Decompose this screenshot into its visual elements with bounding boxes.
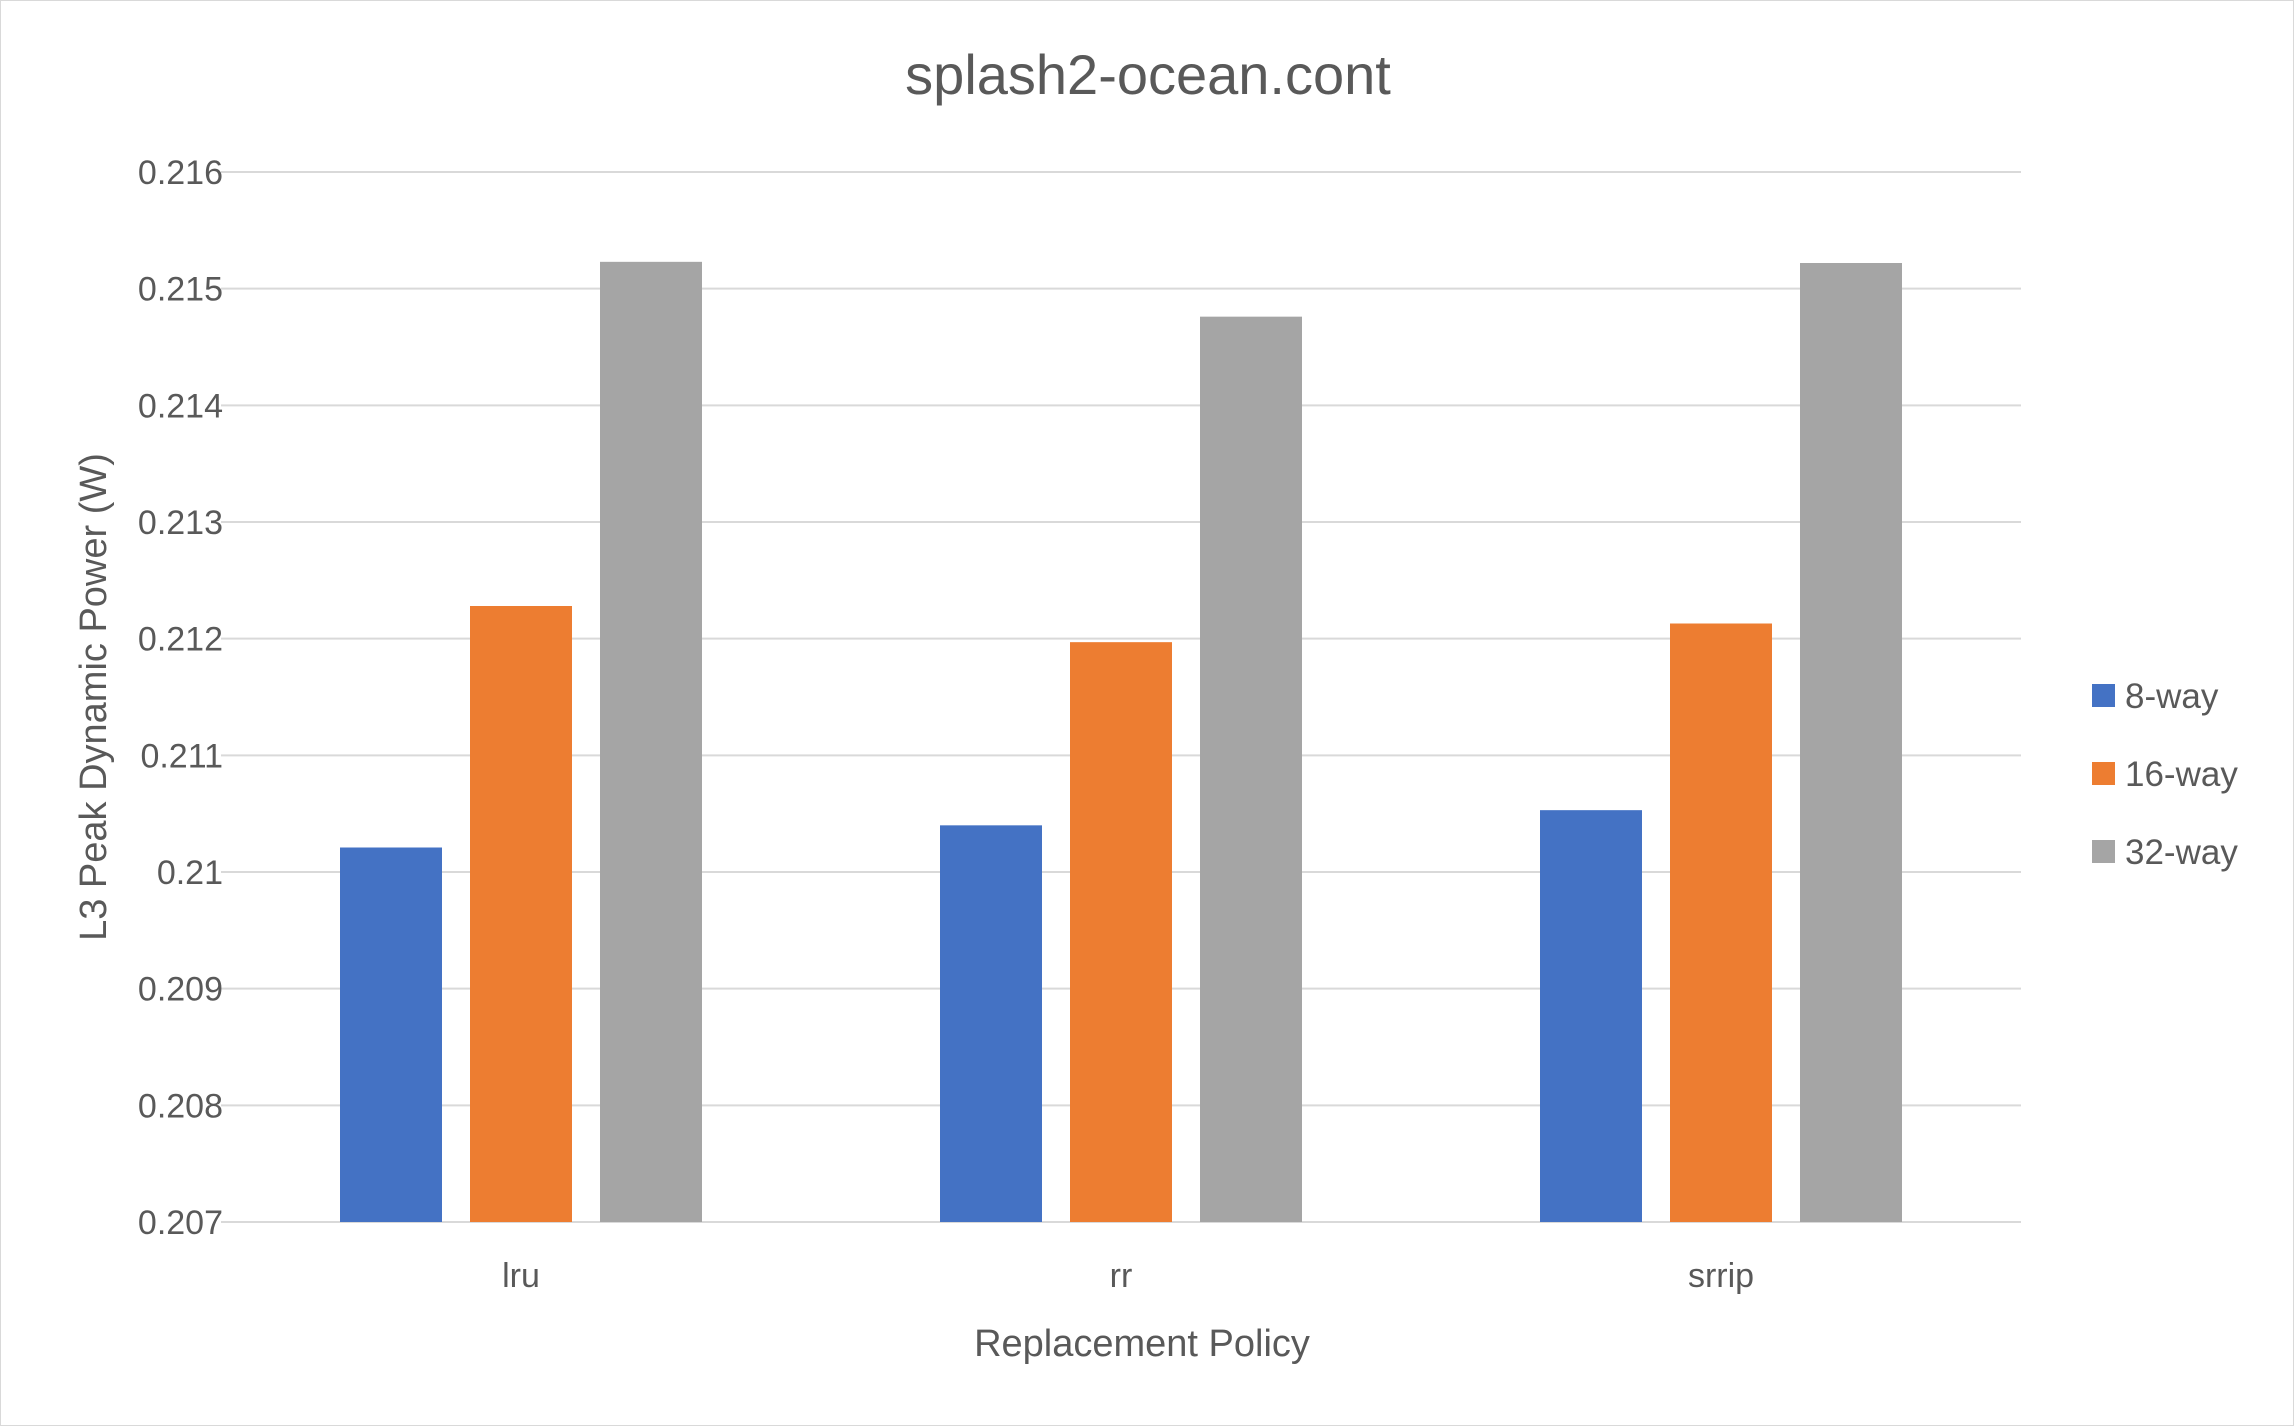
- x-tick-label-rr: rr: [1110, 1257, 1133, 1295]
- bar-8-way-rr: [940, 825, 1042, 1222]
- legend: 8-way 16-way 32-way: [2092, 677, 2238, 872]
- y-tick-label: 0.207: [138, 1204, 223, 1242]
- bar-16-way-srrip: [1670, 623, 1772, 1222]
- y-tick-label: 0.213: [138, 504, 223, 542]
- x-tick-label-srrip: srrip: [1688, 1257, 1754, 1295]
- legend-label-32-way: 32-way: [2125, 833, 2238, 872]
- y-tick-label: 0.212: [138, 621, 223, 659]
- y-tick-label: 0.209: [138, 971, 223, 1009]
- bar-32-way-rr: [1200, 316, 1302, 1223]
- x-axis-tick-labels: lru rr srrip: [502, 1257, 1754, 1295]
- legend-label-8-way: 8-way: [2125, 677, 2219, 716]
- y-axis-title: L3 Peak Dynamic Power (W): [73, 453, 115, 941]
- y-tick-label: 0.208: [138, 1087, 223, 1125]
- y-tick-label: 0.214: [138, 387, 223, 425]
- legend-label-16-way: 16-way: [2125, 755, 2238, 794]
- bar-16-way-rr: [1070, 642, 1172, 1222]
- legend-swatch-8-way: [2092, 684, 2115, 707]
- legend-swatch-16-way: [2092, 762, 2115, 785]
- x-tick-label-lru: lru: [502, 1257, 540, 1295]
- chart-title: splash2-ocean.cont: [905, 43, 1391, 106]
- y-tick-label: 0.216: [138, 154, 223, 192]
- y-tick-label: 0.215: [138, 271, 223, 309]
- bar-16-way-lru: [470, 606, 572, 1222]
- bar-8-way-srrip: [1540, 810, 1642, 1222]
- y-tick-label: 0.21: [157, 854, 223, 892]
- legend-swatch-32-way: [2092, 840, 2115, 863]
- y-axis-tick-labels: 0.216 0.215 0.214 0.213 0.212 0.211 0.21 0.209 0…: [138, 154, 223, 1242]
- x-axis-title: Replacement Policy: [974, 1323, 1310, 1365]
- bar-32-way-srrip: [1800, 263, 1902, 1222]
- bar-8-way-lru: [340, 847, 442, 1222]
- y-tick-label: 0.211: [140, 737, 223, 775]
- bar-32-way-lru: [600, 261, 702, 1222]
- bars: [340, 261, 1902, 1223]
